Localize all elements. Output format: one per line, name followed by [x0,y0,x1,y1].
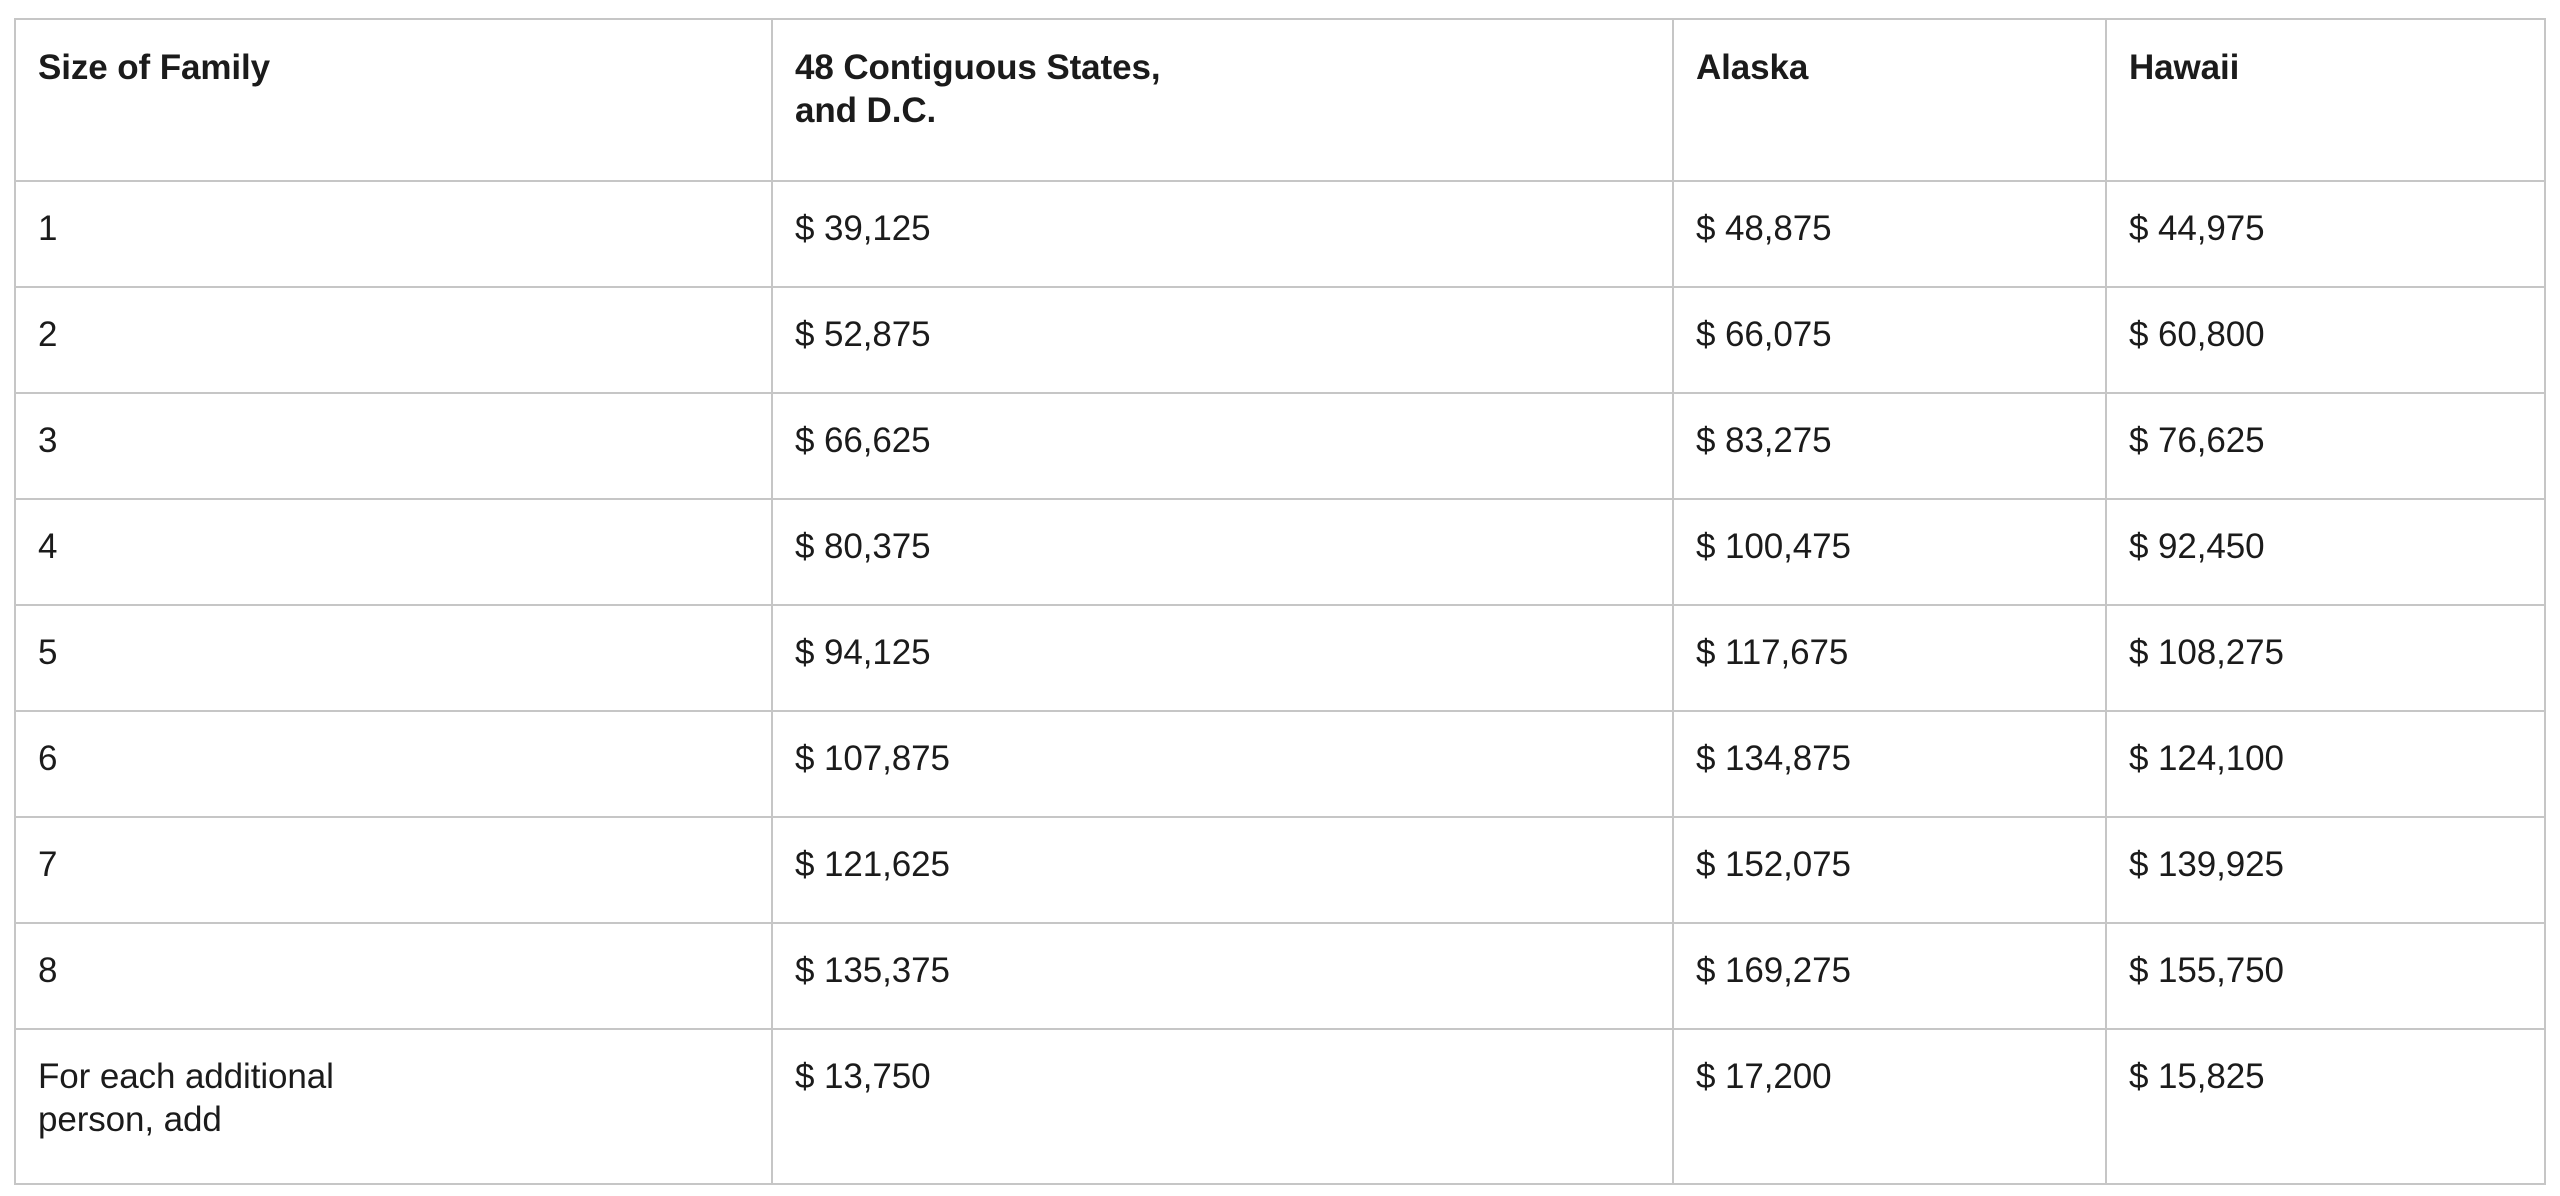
cell-alaska-amount: $ 83,275 [1672,392,2107,500]
cell-hawaii-amount: $ 155,750 [2105,922,2546,1030]
cell-contiguous-amount: $ 121,625 [771,816,1674,924]
cell-additional-person-label-line1: For each additional [38,1057,334,1096]
cell-alaska-amount: $ 66,075 [1672,286,2107,394]
column-header-alaska: Alaska [1672,18,2107,182]
cell-hawaii-amount: $ 108,275 [2105,604,2546,712]
cell-hawaii-amount: $ 92,450 [2105,498,2546,606]
cell-alaska-amount: $ 100,475 [1672,498,2107,606]
cell-contiguous-amount: $ 66,625 [771,392,1674,500]
column-header-size-of-family-label: Size of Family [38,48,270,87]
cell-family-size: 7 [14,816,773,924]
cell-alaska-amount: $ 117,675 [1672,604,2107,712]
column-header-contiguous-states-line2: and D.C. [795,90,937,130]
cell-hawaii-amount: $ 139,925 [2105,816,2546,924]
column-header-hawaii-label: Hawaii [2129,48,2240,87]
cell-hawaii-amount: $ 76,625 [2105,392,2546,500]
cell-hawaii-amount: $ 44,975 [2105,180,2546,288]
cell-contiguous-amount: $ 94,125 [771,604,1674,712]
table-body: 1 $ 39,125 $ 48,875 $ 44,975 2 $ 52,875 … [14,180,2546,1185]
cell-alaska-amount: $ 169,275 [1672,922,2107,1030]
cell-family-size: 3 [14,392,773,500]
cell-family-size: 4 [14,498,773,606]
cell-hawaii-amount: $ 60,800 [2105,286,2546,394]
table-container: Size of Family 48 Contiguous States, and… [14,18,2546,1185]
table-row: 3 $ 66,625 $ 83,275 $ 76,625 [14,392,2546,500]
table-row: 7 $ 121,625 $ 152,075 $ 139,925 [14,816,2546,924]
cell-family-size: 6 [14,710,773,818]
cell-alaska-amount: $ 134,875 [1672,710,2107,818]
cell-contiguous-amount: $ 107,875 [771,710,1674,818]
cell-contiguous-amount: $ 80,375 [771,498,1674,606]
cell-additional-person-label: For each additional person, add [14,1028,773,1185]
cell-hawaii-amount: $ 124,100 [2105,710,2546,818]
table-header: Size of Family 48 Contiguous States, and… [14,18,2546,182]
column-header-contiguous-states: 48 Contiguous States, and D.C. [771,18,1674,182]
column-header-size-of-family: Size of Family [14,18,773,182]
table-row: 1 $ 39,125 $ 48,875 $ 44,975 [14,180,2546,288]
table-row: 2 $ 52,875 $ 66,075 $ 60,800 [14,286,2546,394]
cell-contiguous-amount: $ 13,750 [771,1028,1674,1185]
column-header-contiguous-states-line1: 48 Contiguous States, [795,48,1161,87]
cell-family-size: 8 [14,922,773,1030]
table-row: 8 $ 135,375 $ 169,275 $ 155,750 [14,922,2546,1030]
cell-contiguous-amount: $ 39,125 [771,180,1674,288]
header-row: Size of Family 48 Contiguous States, and… [14,18,2546,182]
table-row-additional-person: For each additional person, add $ 13,750… [14,1028,2546,1185]
poverty-guidelines-table: Size of Family 48 Contiguous States, and… [14,18,2546,1185]
cell-family-size: 1 [14,180,773,288]
cell-alaska-amount: $ 17,200 [1672,1028,2107,1185]
cell-family-size: 5 [14,604,773,712]
table-row: 5 $ 94,125 $ 117,675 $ 108,275 [14,604,2546,712]
column-header-hawaii: Hawaii [2105,18,2546,182]
cell-family-size: 2 [14,286,773,394]
cell-contiguous-amount: $ 135,375 [771,922,1674,1030]
cell-alaska-amount: $ 152,075 [1672,816,2107,924]
cell-additional-person-label-line2: person, add [38,1099,222,1139]
cell-contiguous-amount: $ 52,875 [771,286,1674,394]
column-header-alaska-label: Alaska [1696,48,1809,87]
cell-hawaii-amount: $ 15,825 [2105,1028,2546,1185]
table-row: 6 $ 107,875 $ 134,875 $ 124,100 [14,710,2546,818]
table-row: 4 $ 80,375 $ 100,475 $ 92,450 [14,498,2546,606]
cell-alaska-amount: $ 48,875 [1672,180,2107,288]
